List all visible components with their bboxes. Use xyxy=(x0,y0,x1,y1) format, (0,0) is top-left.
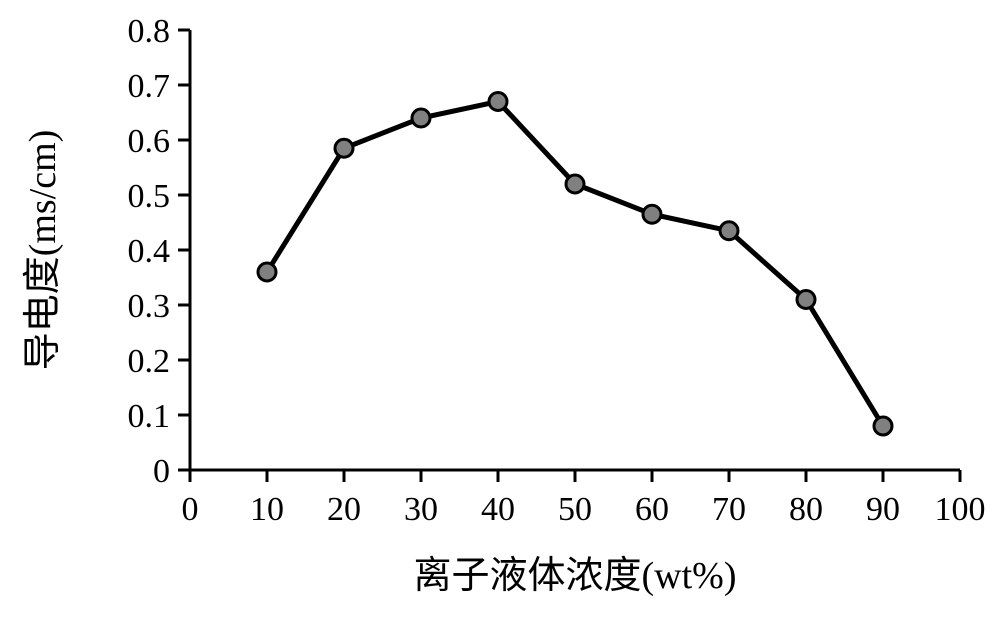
chart-container: 0 10 20 30 40 50 60 70 80 90 100 0 0.1 0.2 0.3 0.4 0.5 0.… xyxy=(0,0,1000,620)
x-tick-label: 100 xyxy=(935,491,986,528)
x-tick-label: 70 xyxy=(712,491,746,528)
data-point xyxy=(566,175,584,193)
data-point xyxy=(797,291,815,309)
x-tick-label: 30 xyxy=(404,491,438,528)
x-tick-label: 20 xyxy=(327,491,361,528)
x-tick-label: 10 xyxy=(250,491,284,528)
y-tick-label: 0.6 xyxy=(128,123,171,160)
y-tick-label: 0.1 xyxy=(128,398,171,435)
data-point xyxy=(643,205,661,223)
y-tick-label: 0.5 xyxy=(128,178,171,215)
x-tick-label: 0 xyxy=(182,491,199,528)
x-tick-label: 40 xyxy=(481,491,515,528)
x-tick-label: 90 xyxy=(866,491,900,528)
y-tick-label: 0 xyxy=(153,453,170,490)
y-tick-label: 0.3 xyxy=(128,288,171,325)
y-tick-label: 0.8 xyxy=(128,13,171,50)
data-point xyxy=(412,109,430,127)
data-point xyxy=(335,139,353,157)
data-point xyxy=(489,93,507,111)
y-tick-label: 0.7 xyxy=(128,68,171,105)
line-chart: 0 10 20 30 40 50 60 70 80 90 100 0 0.1 0.2 0.3 0.4 0.5 0.… xyxy=(0,0,1000,620)
data-point xyxy=(258,263,276,281)
y-tick-label: 0.2 xyxy=(128,343,171,380)
x-axis-label: 离子液体浓度(wt%) xyxy=(414,555,737,597)
x-tick-label: 60 xyxy=(635,491,669,528)
data-point xyxy=(874,417,892,435)
series-line xyxy=(267,102,883,427)
x-tick-label: 50 xyxy=(558,491,592,528)
y-tick-label: 0.4 xyxy=(128,233,171,270)
y-axis-label: 导电度(ms/cm) xyxy=(22,130,64,371)
data-point xyxy=(720,222,738,240)
x-tick-label: 80 xyxy=(789,491,823,528)
